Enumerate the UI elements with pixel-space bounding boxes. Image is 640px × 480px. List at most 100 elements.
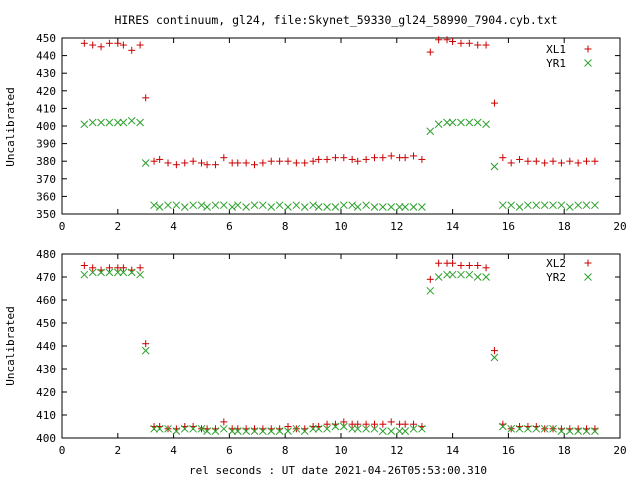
top-y-tick-label: 410 [36,102,56,115]
data-point-yr1 [267,203,276,211]
data-point-yr1 [242,203,250,211]
data-point-yr1 [233,201,242,210]
bottom-x-tick-label: 12 [390,444,403,457]
series-xl1 [80,36,599,169]
data-point-yr2 [292,424,301,433]
data-point-yr2 [155,424,164,433]
data-point-yr2 [418,424,426,433]
data-point-xl1 [251,161,259,169]
data-point-yr2 [582,427,591,435]
data-point-yr1 [292,201,301,210]
data-point-yr2 [565,427,574,435]
data-point-xl2 [340,418,348,426]
data-point-yr1 [250,201,259,210]
data-point-xl1 [418,155,426,163]
bottom-ylabel: Uncalibrated [4,306,17,385]
data-point-xl1 [340,154,348,162]
data-point-yr1 [515,203,524,211]
data-point-yr1 [582,201,591,210]
data-point-yr2 [242,427,250,435]
data-point-yr2 [119,268,128,277]
data-point-xl1 [387,152,395,160]
data-point-yr1 [409,203,418,211]
data-point-xl2 [220,418,228,426]
data-point-xl1 [172,161,180,169]
data-point-yr1 [418,203,426,211]
data-point-yr2 [448,270,457,279]
bottom-y-tick-label: 400 [36,432,56,445]
data-point-yr2 [549,424,557,433]
data-point-yr2 [203,427,211,435]
top-x-tick-label: 20 [613,220,626,233]
data-point-yr1 [473,118,482,127]
data-point-xl2 [465,262,473,269]
data-point-yr1 [189,201,197,210]
data-point-xl1 [354,157,362,165]
bottom-x-tick-label: 16 [502,444,515,457]
data-point-yr2 [409,424,418,433]
data-point-yr1 [490,162,499,171]
data-point-yr1 [228,203,237,211]
data-point-yr1 [370,203,379,211]
data-point-xl1 [189,157,197,165]
top-x-tick-label: 8 [282,220,289,233]
data-point-xl1 [128,46,136,54]
bottom-x-tick-label: 8 [282,444,289,457]
data-point-yr2 [141,346,150,355]
data-point-xl1 [164,159,172,167]
data-point-yr2 [314,424,323,433]
data-point-yr1 [378,203,387,211]
data-point-yr2 [211,427,220,435]
data-point-xl2 [379,420,387,428]
data-point-xl1 [541,159,549,167]
data-point-xl2 [426,275,434,283]
data-point-yr1 [300,203,309,211]
data-point-xl1 [80,39,88,47]
data-point-yr2 [362,424,370,433]
data-point-yr2 [113,268,122,277]
data-point-yr1 [136,118,144,127]
data-point-yr2 [219,424,228,433]
top-legend: XL1 YR1 [546,43,592,70]
top-y-tick-label: 430 [36,67,56,80]
top-y-tick-label: 360 [36,190,56,203]
data-point-yr2 [465,270,474,279]
data-point-yr1 [97,118,105,127]
data-point-yr1 [549,201,557,210]
top-x-tick-label: 10 [334,220,347,233]
data-point-xl1 [156,155,164,163]
data-point-yr2 [490,353,499,362]
top-y-tick-label: 390 [36,138,56,151]
data-point-xl1 [532,157,540,165]
bottom-y-tick-label: 480 [36,248,56,261]
data-point-xl1 [370,154,378,162]
data-point-xl1 [465,39,473,47]
data-point-xl2 [362,420,370,428]
data-point-yr2 [557,427,566,435]
data-point-yr2 [515,424,524,433]
data-point-xl1 [89,41,97,49]
data-point-yr1 [482,120,490,129]
data-point-yr1 [88,118,97,127]
data-point-xl1 [203,161,211,169]
data-point-yr1 [524,201,532,210]
data-point-yr2 [353,424,362,433]
data-point-yr1 [219,201,228,210]
data-point-yr1 [203,203,211,211]
data-point-yr2 [387,427,396,435]
data-point-yr2 [197,424,206,433]
data-point-xl1 [234,159,242,167]
data-point-xl1 [516,155,524,163]
data-point-yr1 [465,118,474,127]
data-point-xl1 [181,159,189,167]
data-point-yr1 [348,201,357,210]
data-point-yr2 [482,273,490,281]
top-x-tick-label: 4 [170,220,177,233]
data-point-xl2 [105,264,113,272]
bottom-x-tick-label: 20 [613,444,626,457]
data-point-yr2 [339,422,348,431]
data-point-yr2 [105,268,114,277]
data-point-yr2 [309,424,317,433]
data-point-yr1 [557,201,566,210]
